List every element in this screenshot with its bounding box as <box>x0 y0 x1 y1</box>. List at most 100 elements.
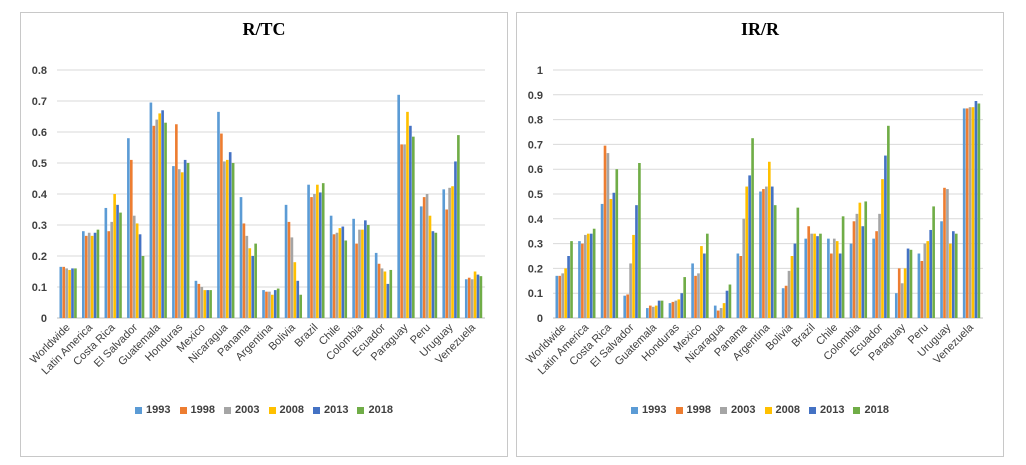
irr-bar-1998 <box>603 145 607 318</box>
rtc-bar-2013 <box>138 234 142 318</box>
irr-legend-label: 2013 <box>819 404 845 416</box>
rtc-bar-2018 <box>344 240 348 318</box>
rtc-bar-2013 <box>93 232 97 318</box>
rtc-chart-title: R/TC <box>242 19 286 39</box>
irr-bar-2003 <box>832 238 836 318</box>
rtc-bar-1998 <box>197 283 201 318</box>
irr-bar-1998 <box>648 305 652 318</box>
irr-bar-2013 <box>974 101 978 318</box>
irr-bar-2003 <box>742 218 746 318</box>
irr-bar-1993 <box>623 295 627 318</box>
rtc-bar-1993 <box>442 189 446 318</box>
irr-bar-2008 <box>790 256 794 318</box>
rtc-bar-2018 <box>457 135 460 318</box>
irr-legend-item-2018: 2018 <box>853 404 889 416</box>
rtc-y-tick-label: 0.6 <box>32 127 47 139</box>
irr-bar-2013 <box>589 233 593 318</box>
irr-bar-1998 <box>558 275 562 318</box>
rtc-bar-2013 <box>71 268 74 318</box>
irr-y-tick-label: 0.7 <box>528 139 543 151</box>
rtc-bar-1998 <box>265 291 268 318</box>
irr-legend-item-1993: 1993 <box>631 404 667 416</box>
irr-bar-2018 <box>751 138 754 318</box>
rtc-bar-1993 <box>419 206 423 318</box>
rtc-bar-2018 <box>96 229 100 318</box>
rtc-bar-2018 <box>366 225 370 318</box>
rtc-bar-2018 <box>186 163 190 318</box>
irr-bar-1993 <box>940 221 943 318</box>
irr-legend-item-2003: 2003 <box>720 404 756 416</box>
irr-bar-2003 <box>878 213 881 318</box>
irr-legend-label: 1998 <box>686 404 712 416</box>
rtc-bar-2008 <box>135 223 139 318</box>
rtc-bar-2008 <box>158 113 161 319</box>
irr-bar-2008 <box>677 299 681 318</box>
rtc-bar-1993 <box>307 184 310 318</box>
irr-bar-2018 <box>705 233 709 318</box>
rtc-bar-1993 <box>352 218 355 318</box>
irr-bar-2003 <box>787 270 791 318</box>
irr-bar-1993 <box>600 203 604 318</box>
irr-chart-title: IR/R <box>740 19 779 39</box>
rtc-bar-2008 <box>180 172 184 318</box>
rtc-bar-1993 <box>127 138 130 318</box>
rtc-bar-2013 <box>431 231 435 318</box>
rtc-bar-2003 <box>380 268 384 318</box>
rtc-y-tick-label: 0.8 <box>32 65 47 77</box>
rtc-bar-2008 <box>383 271 387 318</box>
irr-bar-2003 <box>719 308 723 318</box>
rtc-bar-2013 <box>454 161 457 318</box>
rtc-legend-item-1998: 1998 <box>179 404 216 416</box>
irr-bar-1998 <box>965 108 969 318</box>
rtc-legend-label: 1998 <box>190 404 216 416</box>
rtc-bar-1998 <box>84 235 88 318</box>
irr-bar-2018 <box>864 201 868 318</box>
rtc-legend-item-2013: 2013 <box>312 404 348 416</box>
irr-bar-2018 <box>796 207 800 318</box>
rtc-bar-2008 <box>406 111 409 318</box>
rtc-bar-2018 <box>434 232 438 318</box>
irr-bar-2013 <box>906 248 910 318</box>
rtc-y-tick-label: 0 <box>41 313 47 325</box>
rtc-bar-2003 <box>177 169 181 318</box>
rtc-bar-2013 <box>409 125 412 318</box>
rtc-legend-label: 2018 <box>368 404 393 416</box>
irr-bar-1993 <box>917 253 921 318</box>
irr-bar-2013 <box>635 205 638 318</box>
irr-bar-2018 <box>570 241 573 318</box>
irr-bar-2013 <box>861 226 865 318</box>
irr-y-tick-label: 0.3 <box>528 239 543 251</box>
rtc-bar-2003 <box>110 221 114 318</box>
rtc-bar-1993 <box>329 215 333 318</box>
irr-bar-1998 <box>943 187 946 318</box>
rtc-y-tick-label: 0.1 <box>32 282 47 294</box>
rtc-bar-1998 <box>287 221 291 318</box>
rtc-legend-swatch <box>268 406 276 414</box>
irr-bar-2013 <box>793 243 797 318</box>
rtc-bar-2003 <box>155 119 159 318</box>
rtc-bar-2018 <box>74 268 77 318</box>
irr-bar-2003 <box>968 107 972 318</box>
irr-bar-2013 <box>770 186 774 318</box>
rtc-bar-2008 <box>473 271 477 318</box>
rtc-bar-2003 <box>132 215 136 318</box>
irr-bar-2003 <box>674 300 678 318</box>
irr-bar-2003 <box>651 306 655 318</box>
rtc-bar-1998 <box>422 197 426 318</box>
rtc-bar-2018 <box>254 243 257 318</box>
irr-y-tick-label: 0 <box>537 313 543 325</box>
irr-bar-1998 <box>739 256 743 318</box>
irr-bar-1998 <box>671 301 675 318</box>
rtc-y-tick-label: 0.2 <box>32 251 47 263</box>
rtc-bar-1993 <box>194 280 198 318</box>
rtc-bar-2018 <box>119 212 122 318</box>
rtc-y-tick-label: 0.5 <box>32 158 47 170</box>
irr-y-tick-label: 0.2 <box>528 263 543 275</box>
irr-bar-2003 <box>855 213 859 318</box>
irr-bar-1998 <box>784 285 788 318</box>
rtc-chart-legend: 1993 1998 2003 2008 2013 2018 <box>21 404 507 416</box>
irr-bar-1993 <box>736 253 740 318</box>
rtc-bar-2003 <box>290 237 294 318</box>
irr-bar-2018 <box>615 169 619 318</box>
rtc-category-label: Brazil <box>292 322 320 350</box>
